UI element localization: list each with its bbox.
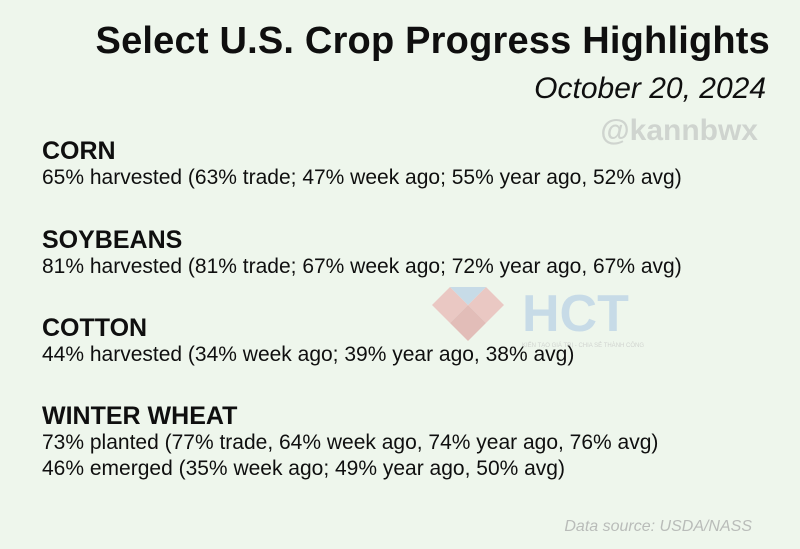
crop-progress-line: 46% emerged (35% week ago; 49% year ago,… [42, 457, 565, 480]
crop-name: COTTON [42, 314, 148, 342]
crop-progress-line: 81% harvested (81% trade; 67% week ago; … [42, 255, 682, 278]
crop-section-cotton: COTTON 44% harvested (34% week ago; 39% … [42, 314, 574, 368]
crop-section-winter-wheat: WINTER WHEAT 73% planted (77% trade, 64%… [42, 402, 658, 482]
report-date: October 20, 2024 [534, 72, 766, 105]
hct-watermark-logo: HCT KIẾN TẠO GIÁ TRỊ - CHIA SẺ THÀNH CÔN… [430, 283, 660, 353]
crop-progress-line: 44% harvested (34% week ago; 39% year ag… [42, 343, 575, 366]
page-title: Select U.S. Crop Progress Highlights [95, 20, 770, 62]
data-source-note: Data source: USDA/NASS [564, 518, 752, 535]
crop-progress-line: 65% harvested (63% trade; 47% week ago; … [42, 166, 682, 189]
author-handle: @kannbwx [600, 114, 758, 147]
crop-progress-line: 73% planted (77% trade, 64% week ago, 74… [42, 431, 659, 454]
hct-logo-icon: HCT KIẾN TẠO GIÁ TRỊ - CHIA SẺ THÀNH CÔN… [432, 285, 644, 349]
crop-name: WINTER WHEAT [42, 402, 238, 430]
watermark-logo-text: HCT [522, 285, 629, 343]
crop-name: CORN [42, 137, 116, 165]
crop-section-corn: CORN 65% harvested (63% trade; 47% week … [42, 137, 682, 191]
crop-name: SOYBEANS [42, 226, 183, 254]
crop-section-soybeans: SOYBEANS 81% harvested (81% trade; 67% w… [42, 226, 682, 280]
watermark-tagline: KIẾN TẠO GIÁ TRỊ - CHIA SẺ THÀNH CÔNG [522, 342, 644, 349]
